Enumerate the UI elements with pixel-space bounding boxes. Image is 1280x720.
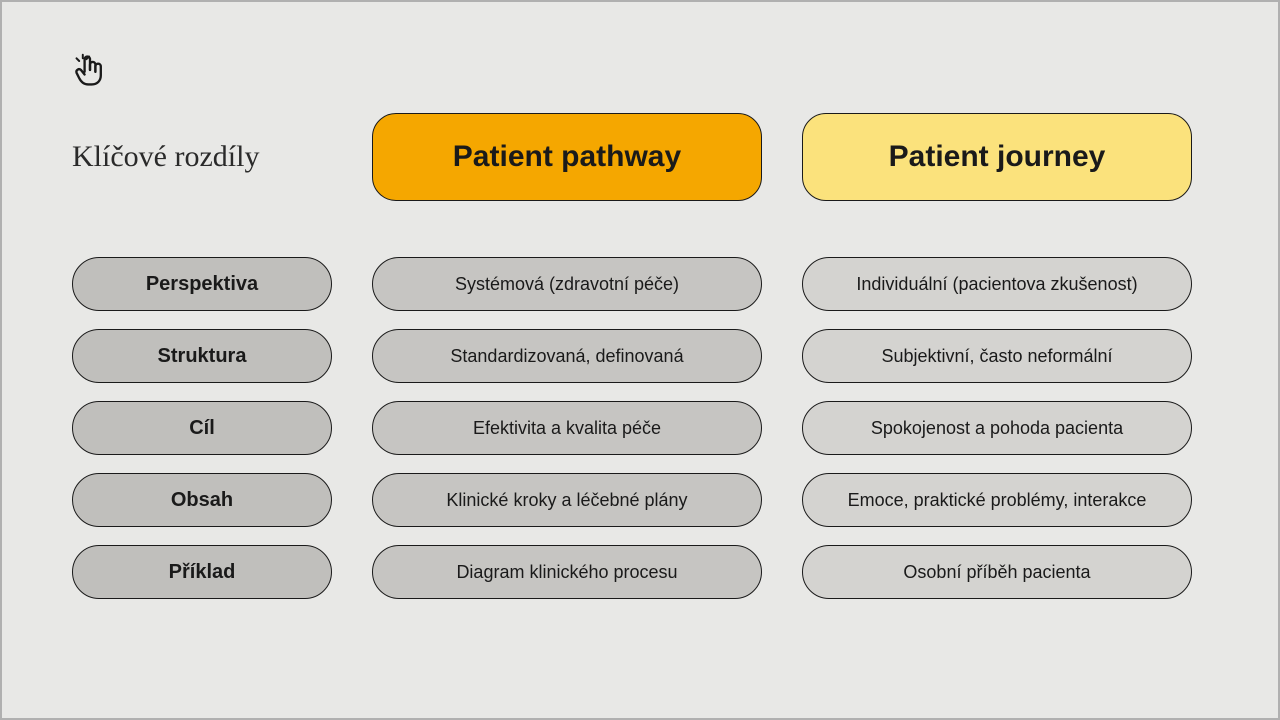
row-label: Příklad (72, 545, 332, 599)
cell-journey: Subjektivní, často neformální (802, 329, 1192, 383)
cell-pathway: Systémová (zdravotní péče) (372, 257, 762, 311)
cell-journey: Emoce, praktické problémy, interakce (802, 473, 1192, 527)
row-label: Obsah (72, 473, 332, 527)
comparison-table: Klíčové rozdíly Patient pathway Patient … (72, 113, 1208, 599)
cell-pathway: Klinické kroky a léčebné plány (372, 473, 762, 527)
cell-journey: Spokojenost a pohoda pacienta (802, 401, 1192, 455)
cell-pathway: Diagram klinického procesu (372, 545, 762, 599)
column-header-pathway: Patient pathway (372, 113, 762, 201)
row-label: Struktura (72, 329, 332, 383)
cell-pathway: Standardizovaná, definovaná (372, 329, 762, 383)
cell-journey: Osobní příběh pacienta (802, 545, 1192, 599)
snap-icon (72, 52, 1208, 93)
page-title: Klíčové rozdíly (72, 113, 332, 201)
row-label: Perspektiva (72, 257, 332, 311)
cell-journey: Individuální (pacientova zkušenost) (802, 257, 1192, 311)
row-label: Cíl (72, 401, 332, 455)
cell-pathway: Efektivita a kvalita péče (372, 401, 762, 455)
column-header-journey: Patient journey (802, 113, 1192, 201)
